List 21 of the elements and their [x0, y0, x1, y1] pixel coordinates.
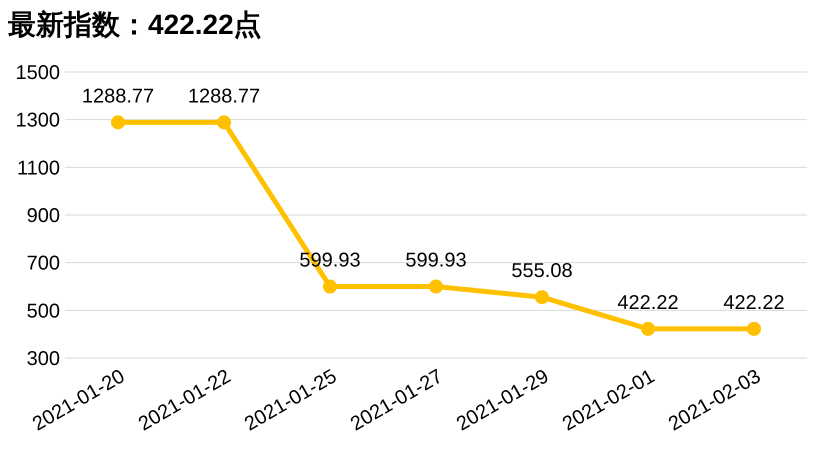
y-tick-label: 500	[26, 300, 60, 322]
data-label: 1288.77	[188, 85, 260, 108]
point	[641, 322, 655, 336]
y-tick-label: 1100	[16, 157, 60, 180]
point	[535, 290, 549, 304]
data-label: 422.22	[723, 292, 785, 314]
point	[111, 115, 125, 130]
data-label: 555.08	[511, 260, 573, 282]
y-tick-label: 900	[26, 205, 60, 227]
data-label: 599.93	[405, 250, 467, 272]
point	[429, 280, 443, 294]
point	[747, 322, 761, 336]
data-label: 422.22	[617, 292, 679, 314]
y-tick-label: 700	[26, 252, 60, 275]
data-label: 1288.77	[82, 85, 154, 108]
y-tick-label: 1300	[16, 110, 60, 132]
point	[323, 280, 337, 294]
y-tick-label: 1500	[16, 62, 60, 84]
y-tick-label: 300	[26, 348, 60, 370]
point	[217, 115, 231, 130]
chart-title: 最新指数：422.22点	[7, 9, 262, 40]
